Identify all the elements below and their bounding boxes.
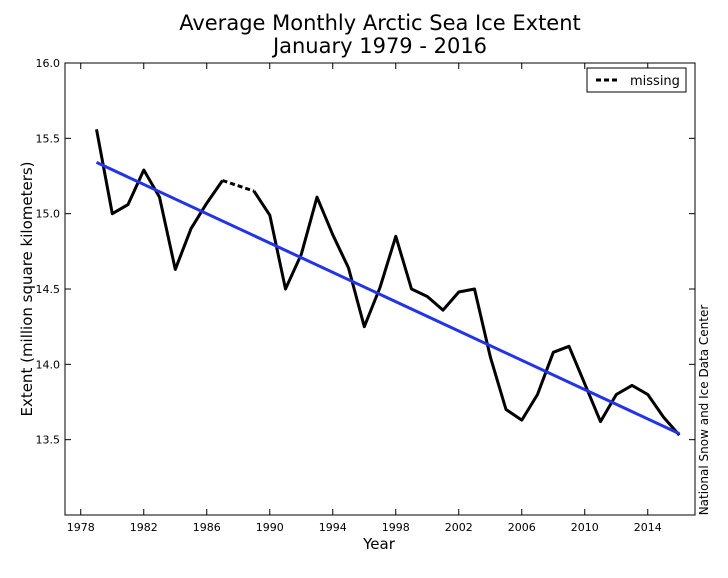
x-tick-label: 1982 <box>130 521 158 534</box>
plot-lines <box>95 129 681 437</box>
x-tick-label: 1990 <box>256 521 284 534</box>
extent-line-segment-2 <box>252 190 681 437</box>
legend-label-missing: missing <box>630 74 680 89</box>
x-tick-label: 2014 <box>634 521 662 534</box>
x-tick-label: 1998 <box>382 521 410 534</box>
credit-text: National Snow and Ice Data Center <box>697 305 711 516</box>
plot-frame <box>64 62 696 516</box>
x-tick-label: 2010 <box>571 521 599 534</box>
legend-box <box>586 67 687 93</box>
y-tick-label: 14.0 <box>36 358 61 371</box>
x-tick-label: 2002 <box>445 521 473 534</box>
y-tick-label: 15.5 <box>36 132 61 145</box>
x-tick-label: 1994 <box>319 521 347 534</box>
y-axis-label: Extent (million square kilometers) <box>18 161 36 416</box>
x-tick-label: 1978 <box>67 521 95 534</box>
y-tick-label: 14.5 <box>36 283 61 296</box>
y-tick-label: 16.0 <box>36 57 61 70</box>
y-axis: 13.5 14.0 14.5 15.0 15.5 16.0 <box>36 57 695 447</box>
y-tick-label: 15.0 <box>36 208 61 221</box>
x-axis: 1978 1982 1986 1990 1994 1998 2002 2006 2010 2014 <box>67 63 662 534</box>
missing-data-line <box>222 179 255 193</box>
x-tick-label: 2006 <box>508 521 536 534</box>
chart-subtitle: January 1979 - 2016 <box>271 34 487 58</box>
trend-line <box>95 161 680 435</box>
x-axis-label: Year <box>362 535 396 553</box>
x-tick-label: 1986 <box>193 521 221 534</box>
chart-title: Average Monthly Arctic Sea Ice Extent <box>179 11 581 35</box>
extent-line-segment-1 <box>95 129 224 271</box>
legend: missing <box>586 67 687 93</box>
y-tick-label: 13.5 <box>36 434 61 447</box>
